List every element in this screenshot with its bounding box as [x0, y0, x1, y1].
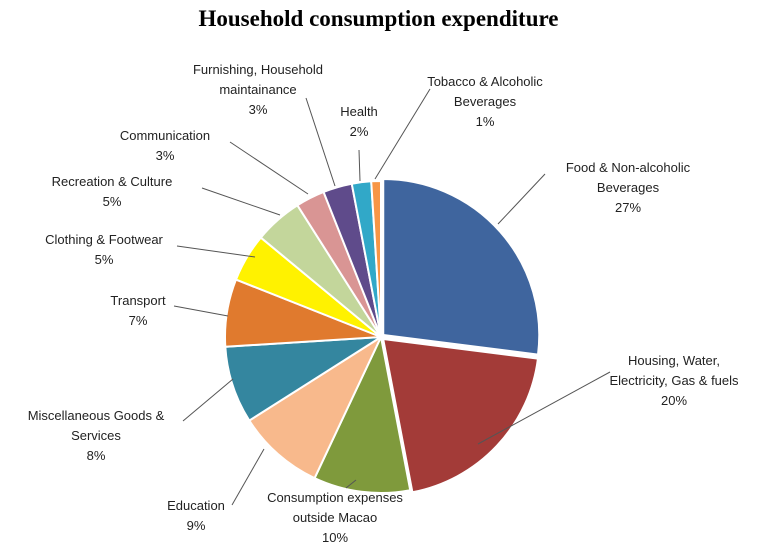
slice-category: Education	[167, 498, 225, 513]
slice-percent: 8%	[87, 448, 106, 463]
slice-category: Services	[71, 428, 121, 443]
slice-percent: 9%	[187, 518, 206, 533]
slice-label: Consumption expenses outside Macao 10%	[267, 490, 403, 545]
leader-line	[231, 448, 265, 506]
slice-label: Tobacco & Alcoholic Beverages 1%	[427, 74, 543, 129]
slice-label: Transport 7%	[110, 293, 166, 328]
slice-label: Clothing & Footwear 5%	[45, 232, 163, 267]
pie-slice	[247, 334, 384, 480]
leader-line	[497, 173, 546, 225]
pie-slice	[381, 337, 540, 494]
slice-category: outside Macao	[293, 510, 378, 525]
slice-category: Housing, Water,	[628, 353, 720, 368]
slice-label: Education 9%	[167, 498, 225, 533]
slice-percent: 2%	[350, 124, 369, 139]
pie-slice	[313, 333, 412, 494]
slice-label: Recreation & Culture 5%	[52, 174, 173, 209]
pie-slice	[370, 179, 382, 338]
slice-label: Housing, Water, Electricity, Gas & fuels 2…	[609, 353, 739, 408]
slice-percent: 1%	[476, 114, 495, 129]
slice-percent: 5%	[103, 194, 122, 209]
slice-category: Clothing & Footwear	[45, 232, 163, 247]
leader-line	[358, 149, 361, 182]
slice-label: Miscellaneous Goods & Services 8%	[28, 408, 165, 463]
slice-category: maintainance	[219, 82, 296, 97]
slice-label: Communication 3%	[120, 128, 210, 163]
leader-line	[173, 305, 229, 317]
slice-label: Health 2%	[340, 104, 378, 139]
slice-category: Recreation & Culture	[52, 174, 173, 189]
slice-category: Consumption expenses	[267, 490, 403, 505]
chart-title: Household consumption expenditure	[198, 6, 559, 31]
slice-percent: 20%	[661, 393, 687, 408]
leader-line	[229, 141, 309, 195]
slice-category: Miscellaneous Goods &	[28, 408, 165, 423]
slice-percent: 5%	[95, 252, 114, 267]
slice-label: Food & Non-alcoholic Beverages 27%	[566, 160, 691, 215]
slice-category: Beverages	[597, 180, 660, 195]
slice-percent: 10%	[322, 530, 348, 545]
slice-category: Furnishing, Household	[193, 62, 323, 77]
slice-label: Furnishing, Household maintainance 3%	[193, 62, 323, 117]
slice-category: Tobacco & Alcoholic	[427, 74, 543, 89]
leader-line	[176, 245, 256, 258]
leader-line	[477, 371, 611, 445]
slice-category: Communication	[120, 128, 210, 143]
slice-category: Electricity, Gas & fuels	[609, 373, 739, 388]
slice-percent: 7%	[129, 313, 148, 328]
slice-category: Food & Non-alcoholic	[566, 160, 691, 175]
slice-category: Beverages	[454, 94, 517, 109]
leader-line	[374, 88, 431, 180]
leader-line	[201, 187, 281, 216]
slice-category: Health	[340, 104, 378, 119]
pie-slice	[382, 178, 541, 356]
leader-line	[182, 378, 234, 422]
leader-line	[345, 479, 357, 489]
slice-percent: 3%	[156, 148, 175, 163]
slice-percent: 3%	[249, 102, 268, 117]
slice-category: Transport	[110, 293, 166, 308]
leader-line	[305, 97, 336, 187]
slice-percent: 27%	[615, 200, 641, 215]
